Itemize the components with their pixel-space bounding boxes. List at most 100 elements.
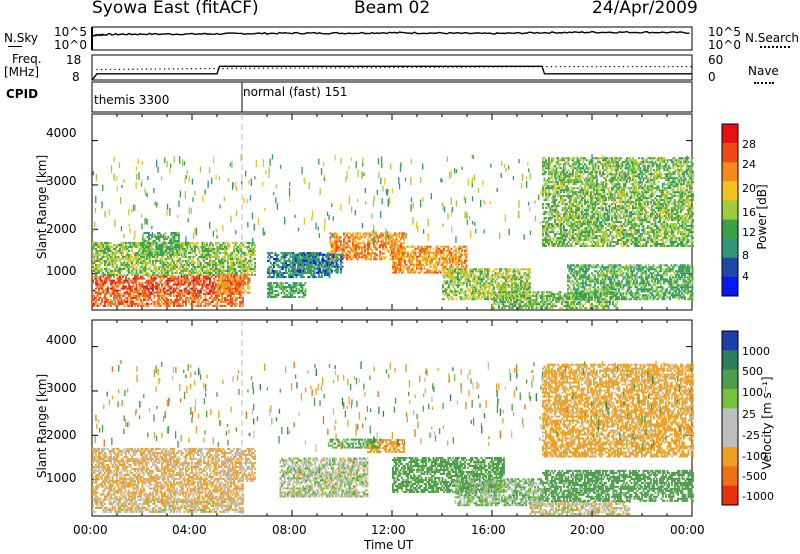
power-cell: [189, 283, 192, 286]
nave-dot: [568, 65, 571, 68]
power-cell: [96, 283, 99, 286]
power-cell: [167, 302, 169, 305]
power-cell: [518, 270, 521, 273]
power-cell: [252, 247, 255, 250]
power-cell: [298, 265, 300, 268]
nave-dot: [172, 68, 175, 70]
nave-dot: [181, 68, 184, 70]
power-cell: [111, 291, 114, 294]
power-cell: [162, 259, 165, 262]
power-cell: [185, 255, 187, 258]
power-cell: [116, 245, 118, 248]
power-cell: [222, 267, 225, 270]
power-cell: [450, 263, 453, 266]
power-cell: [132, 265, 135, 268]
power-cell: [140, 251, 142, 254]
power-cell: [128, 249, 130, 252]
power-cell: [285, 268, 287, 271]
power-cell: [479, 286, 482, 289]
power-cell: [374, 256, 377, 259]
power-cell: [248, 245, 250, 248]
power-cell: [448, 284, 450, 287]
power-cell: [178, 247, 180, 250]
power-cell: [455, 259, 457, 262]
power-cell: [174, 267, 177, 270]
power-cell: [132, 300, 135, 303]
power-cell: [443, 251, 445, 254]
power-cell: [465, 257, 468, 260]
power-cell: [167, 271, 169, 274]
power-cell: [161, 257, 163, 260]
power-cell: [425, 253, 427, 256]
power-cell: [271, 292, 274, 294]
power-cell: [110, 304, 112, 307]
power-cell: [186, 247, 189, 250]
xtick: 20:00: [570, 523, 605, 537]
power-cell: [329, 232, 332, 235]
power-cell: [96, 241, 99, 244]
nave-dot: [438, 66, 440, 68]
power-cell: [216, 253, 219, 256]
power-cell: [251, 245, 253, 248]
power-cell: [300, 282, 302, 285]
power-cell: [189, 243, 192, 246]
nsky-label: N.Sky: [4, 31, 39, 45]
power-cell: [231, 259, 234, 262]
power-cell: [404, 247, 406, 250]
power-cell: [461, 276, 464, 279]
power-cell: [237, 251, 240, 254]
power-cell: [440, 271, 442, 274]
power-cell: [313, 271, 315, 274]
power-cell: [466, 268, 468, 271]
power-cell: [131, 249, 133, 252]
power-cell: [137, 304, 139, 307]
power-cell: [340, 259, 342, 262]
power-cell: [114, 281, 117, 284]
power-cell: [197, 257, 199, 260]
power-cell: [137, 259, 139, 262]
power-cell: [251, 273, 253, 276]
power-cell: [96, 267, 99, 270]
power-cell: [460, 292, 462, 295]
power-cell: [156, 255, 159, 258]
power-cell: [399, 251, 402, 254]
power-cell: [142, 245, 144, 248]
power-cell: [457, 286, 459, 289]
power-cell: [472, 270, 474, 273]
power-cell: [161, 292, 163, 295]
nave-dot: [667, 65, 670, 68]
power-cell: [141, 271, 144, 274]
nave-dot: [591, 65, 593, 68]
power-cell: [111, 249, 114, 252]
power-cell: [405, 263, 408, 266]
power-cell: [111, 289, 114, 292]
power-cell: [464, 270, 467, 273]
power-cell: [101, 241, 103, 244]
power-cell: [192, 281, 195, 284]
power-cell: [154, 234, 156, 236]
power-cell: [222, 265, 225, 268]
power-cell: [459, 255, 462, 258]
power-cell: [200, 294, 202, 297]
power-cell: [119, 247, 121, 250]
noise-panel: [91, 27, 690, 50]
nave-dot: [640, 65, 643, 68]
power-cell: [116, 281, 118, 284]
power-cell: [165, 296, 168, 299]
power-cell: [116, 259, 118, 262]
power-cell: [237, 255, 240, 258]
nave-dot: [109, 68, 112, 71]
power-cell: [165, 259, 168, 262]
power-cell: [379, 254, 381, 257]
power-cell: [473, 294, 476, 297]
power-cell: [365, 234, 368, 237]
power-cell: [311, 257, 314, 260]
freq-label: Freq.: [12, 52, 42, 66]
power-cell: [443, 247, 445, 250]
power-cell: [420, 269, 423, 272]
power-cell: [104, 302, 106, 305]
power-cell: [304, 294, 307, 296]
power-cell: [152, 261, 154, 264]
power-cell: [138, 267, 141, 270]
